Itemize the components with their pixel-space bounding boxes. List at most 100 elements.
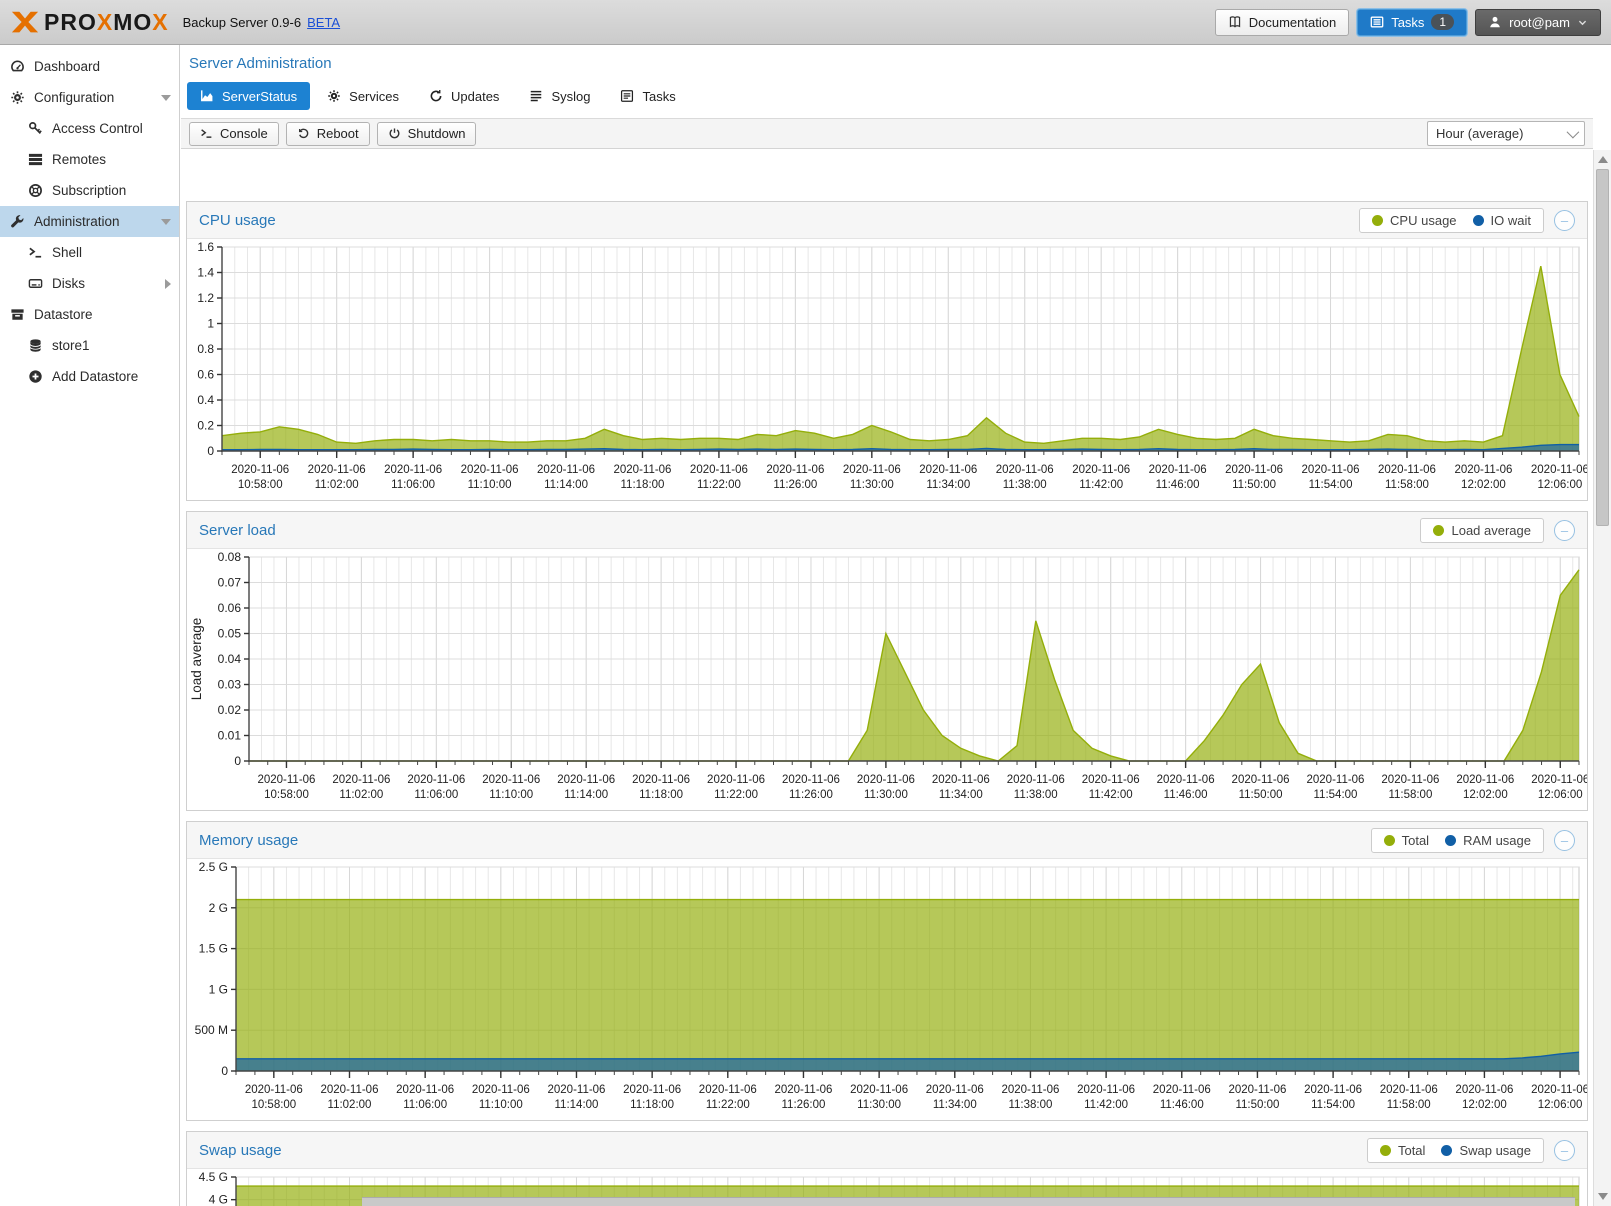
svg-text:2020-11-06: 2020-11-06	[766, 464, 824, 476]
svg-text:2020-11-06: 2020-11-06	[782, 774, 840, 786]
svg-text:10:58:00: 10:58:00	[264, 789, 309, 801]
plus-circle-icon	[28, 369, 43, 384]
scroll-up-arrow[interactable]	[1598, 156, 1608, 163]
svg-text:11:06:00: 11:06:00	[403, 1099, 447, 1111]
sidebar-item-remotes[interactable]: Remotes	[0, 144, 179, 175]
proxmox-logo: PROXMOX	[10, 9, 169, 36]
legend-item-load-average[interactable]: Load average	[1433, 523, 1531, 538]
key-icon	[28, 121, 43, 136]
collapse-panel-icon[interactable]: –	[1554, 209, 1575, 231]
documentation-button[interactable]: Documentation	[1214, 8, 1350, 36]
svg-text:11:06:00: 11:06:00	[391, 479, 435, 491]
legend-dot	[1445, 834, 1457, 846]
svg-text:11:50:00: 11:50:00	[1232, 479, 1276, 491]
svg-text:2020-11-06: 2020-11-06	[1232, 774, 1290, 786]
legend-item-swap-usage[interactable]: Swap usage	[1441, 1143, 1531, 1158]
tab-syslog[interactable]: Syslog	[516, 82, 603, 110]
legend-item-total[interactable]: Total	[1383, 833, 1429, 848]
svg-text:11:18:00: 11:18:00	[630, 1099, 674, 1111]
svg-text:2020-11-06: 2020-11-06	[1228, 1084, 1286, 1096]
proxmox-x-icon	[11, 11, 39, 33]
svg-text:0.4: 0.4	[197, 393, 214, 407]
svg-text:0.8: 0.8	[197, 342, 214, 356]
vertical-scrollbar[interactable]	[1593, 150, 1611, 1206]
svg-text:0.05: 0.05	[218, 627, 242, 641]
svg-text:2020-11-06: 2020-11-06	[257, 774, 315, 786]
svg-text:11:02:00: 11:02:00	[315, 479, 359, 491]
shutdown-button[interactable]: Shutdown	[376, 121, 477, 146]
sidebar-item-label: Datastore	[34, 307, 93, 322]
reboot-button[interactable]: Reboot	[285, 121, 370, 146]
sidebar-item-shell[interactable]: Shell	[0, 237, 179, 268]
user-menu-button[interactable]: root@pam	[1475, 8, 1601, 36]
svg-text:1.4: 1.4	[197, 266, 214, 280]
svg-text:2020-11-06: 2020-11-06	[1149, 464, 1207, 476]
svg-text:11:14:00: 11:14:00	[555, 1099, 599, 1111]
svg-text:2020-11-06: 2020-11-06	[1007, 774, 1065, 786]
chart-cpu-usage: 2020-11-06 10:58:00 2020-11-06 11:02:00 2020…	[197, 240, 1587, 491]
svg-text:11:54:00: 11:54:00	[1314, 789, 1358, 801]
svg-text:11:30:00: 11:30:00	[850, 479, 894, 491]
scrollbar-thumb[interactable]	[1596, 169, 1609, 526]
collapse-panel-icon[interactable]: –	[1554, 519, 1575, 541]
sidebar-item-disks[interactable]: Disks	[0, 268, 179, 299]
svg-text:2020-11-06: 2020-11-06	[396, 1084, 454, 1096]
series-area-load-average	[249, 569, 1579, 761]
svg-text:0.04: 0.04	[218, 652, 242, 666]
legend-dot	[1441, 1144, 1453, 1156]
sidebar-item-store1[interactable]: store1	[0, 330, 179, 361]
beta-link[interactable]: BETA	[307, 14, 341, 30]
svg-text:2020-11-06: 2020-11-06	[384, 464, 442, 476]
scroll-down-arrow[interactable]	[1598, 1193, 1608, 1200]
sidebar-item-datastore[interactable]: Datastore	[0, 299, 179, 330]
sidebar-item-configuration[interactable]: Configuration	[0, 82, 179, 113]
shutdown-label: Shutdown	[407, 126, 466, 141]
expander-down-icon[interactable]	[161, 218, 171, 225]
console-button[interactable]: Console	[189, 121, 279, 146]
svg-text:1.2: 1.2	[197, 291, 214, 305]
legend-item-total[interactable]: Total	[1379, 1142, 1426, 1158]
svg-text:12:06:00: 12:06:00	[1538, 479, 1583, 491]
tab-tasks[interactable]: Tasks	[607, 82, 688, 110]
tab-serverstatus[interactable]: ServerStatus	[187, 82, 311, 110]
svg-text:2020-11-06: 2020-11-06	[407, 774, 465, 786]
svg-text:2020-11-06: 2020-11-06	[332, 774, 390, 786]
legend-dot	[1379, 1144, 1391, 1156]
svg-text:0.03: 0.03	[218, 678, 242, 692]
expander-down-icon[interactable]	[161, 94, 171, 101]
legend-item-ram-usage[interactable]: RAM usage	[1445, 833, 1531, 848]
legend-item-cpu-usage[interactable]: CPU usage	[1372, 213, 1457, 228]
expander-right-icon[interactable]	[165, 278, 171, 289]
time-range-select[interactable]: Hour (average)	[1427, 121, 1585, 146]
svg-text:2020-11-06: 2020-11-06	[1455, 1084, 1513, 1096]
svg-text:2020-11-06: 2020-11-06	[1072, 464, 1130, 476]
svg-text:11:34:00: 11:34:00	[939, 789, 983, 801]
svg-text:11:38:00: 11:38:00	[1008, 1099, 1052, 1111]
sidebar-item-label: Disks	[52, 276, 85, 291]
horizontal-scrollbar[interactable]	[362, 1197, 1575, 1206]
sidebar-item-add-datastore[interactable]: Add Datastore	[0, 361, 179, 392]
sidebar-item-subscription[interactable]: Subscription	[0, 175, 179, 206]
tab-label: Syslog	[551, 88, 591, 104]
svg-text:10:58:00: 10:58:00	[251, 1099, 296, 1111]
svg-text:11:02:00: 11:02:00	[339, 789, 383, 801]
services-icon	[327, 89, 341, 103]
series-area-total	[236, 899, 1579, 1071]
svg-text:11:46:00: 11:46:00	[1156, 479, 1200, 491]
collapse-panel-icon[interactable]: –	[1554, 1139, 1575, 1161]
svg-text:11:26:00: 11:26:00	[773, 479, 817, 491]
sidebar-item-dashboard[interactable]: Dashboard	[0, 51, 179, 82]
collapse-panel-icon[interactable]: –	[1554, 829, 1575, 851]
tab-updates[interactable]: Updates	[416, 82, 512, 110]
sidebar-item-access-control[interactable]: Access Control	[0, 113, 179, 144]
svg-text:11:10:00: 11:10:00	[489, 789, 533, 801]
tab-services[interactable]: Services	[314, 82, 412, 110]
legend-item-io-wait[interactable]: IO wait	[1472, 213, 1531, 228]
chart-server-load: 2020-11-06 10:58:00 2020-11-06 11:02:00 2020…	[189, 550, 1587, 801]
svg-text:2020-11-06: 2020-11-06	[1531, 464, 1587, 476]
svg-text:11:42:00: 11:42:00	[1084, 1099, 1128, 1111]
tasks-button[interactable]: Tasks 1	[1357, 8, 1468, 36]
legend-label: Total	[1397, 1142, 1426, 1158]
sidebar-item-administration[interactable]: Administration	[0, 206, 179, 237]
